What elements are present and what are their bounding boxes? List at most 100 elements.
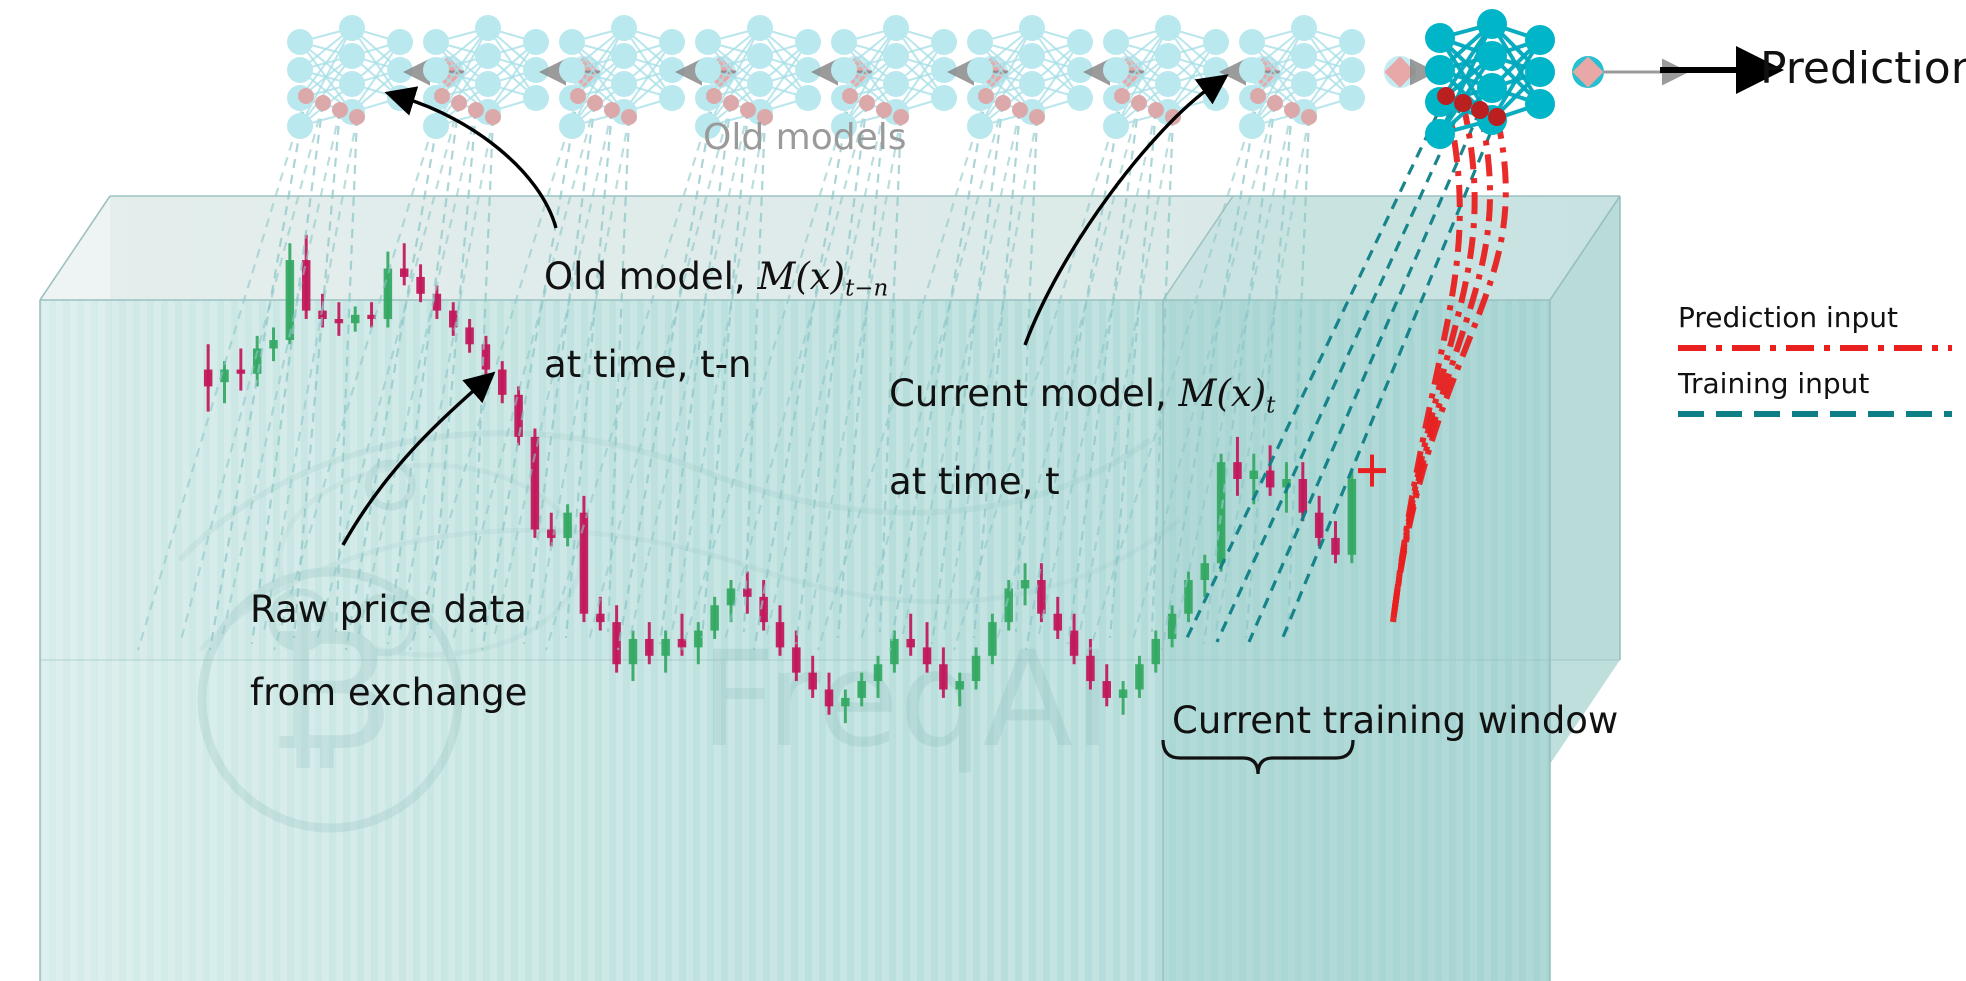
net-edge: [1251, 27, 1305, 127]
svg-text:FreqAI: FreqAI: [700, 623, 1112, 777]
old-input-node: [757, 109, 773, 125]
old-model-node: [883, 15, 909, 41]
net-edge: [571, 27, 625, 127]
old-model-node: [387, 29, 413, 55]
candle-body: [1151, 638, 1161, 665]
old-training-input-line: [356, 109, 478, 639]
candle-body: [399, 268, 409, 277]
candle-body: [922, 647, 932, 665]
old-training-input-line: [628, 109, 750, 639]
current-model-node: [1425, 23, 1455, 53]
old-model-node: [287, 113, 313, 139]
raw-price-annotation-arrow: [341, 371, 496, 546]
old-model-node: [659, 29, 685, 55]
old-model-node: [883, 71, 909, 97]
old-training-input-line: [888, 95, 988, 651]
old-training-input-line: [836, 109, 886, 639]
old-model-node: [1239, 57, 1265, 83]
svg-text:₿: ₿: [267, 591, 393, 789]
candle-body: [596, 613, 605, 623]
net-edge: [843, 27, 897, 99]
net-edge: [1490, 38, 1542, 122]
old-model-node: [523, 85, 549, 111]
net-edge: [1115, 27, 1169, 99]
candle-body: [955, 681, 964, 690]
candle-body: [579, 512, 589, 614]
net-edge: [1031, 41, 1081, 113]
old-training-input-line: [1088, 95, 1260, 651]
old-model-node: [695, 113, 721, 139]
old-model-node: [1155, 71, 1181, 97]
candle-body: [645, 638, 654, 656]
candle-body: [350, 314, 360, 324]
old-training-input-line: [522, 102, 597, 645]
candle-body: [1004, 588, 1013, 623]
old-input-node: [570, 88, 586, 104]
old-training-input-line: [398, 116, 495, 633]
current-input-node: [1488, 108, 1506, 126]
old-model-node: [1019, 71, 1045, 97]
old-training-input-line: [220, 109, 342, 639]
old-model-node: [339, 15, 365, 41]
box-right-face: [1550, 196, 1620, 764]
candle-body: [1347, 479, 1357, 555]
old-model-node: [831, 113, 857, 139]
candle-body: [939, 664, 948, 690]
net-edge: [1251, 55, 1305, 127]
net-edge: [759, 41, 809, 113]
candle-body: [252, 348, 262, 374]
old-training-input-line: [1024, 95, 1124, 651]
net-edge: [843, 27, 897, 127]
old-input-node: [621, 109, 637, 125]
old-model-node: [523, 29, 549, 55]
candle-body: [416, 276, 425, 294]
candle-body: [432, 293, 442, 311]
old-input-node: [978, 88, 994, 104]
candle-body: [841, 697, 850, 707]
old-training-input-line: [1244, 109, 1294, 639]
candle-body: [547, 529, 556, 538]
old-training-input-line: [942, 116, 1039, 633]
old-model-node: [611, 15, 637, 41]
old-model-node: [967, 57, 993, 83]
old-model-node: [1067, 29, 1093, 55]
old-input-node: [1012, 102, 1028, 118]
old-training-input-line: [616, 95, 716, 651]
old-model-node: [883, 43, 909, 69]
old-model-node: [747, 15, 773, 41]
current-model-annotation: Current model, M(x)t at time, t: [842, 332, 1275, 544]
current-model-text-line1: Current model,: [889, 372, 1179, 416]
old-training-input-line: [752, 95, 852, 651]
old-model-node: [423, 57, 449, 83]
candle-body: [236, 369, 246, 374]
old-training-input-line: [1066, 102, 1141, 645]
model-chain: [287, 9, 1689, 149]
candle-body: [465, 327, 474, 345]
old-model-node: [1103, 113, 1129, 139]
candle-body: [220, 369, 229, 383]
old-training-input-line: [314, 102, 461, 645]
old-training-input-line: [564, 109, 614, 639]
candle-body: [269, 340, 278, 349]
net-edge: [435, 27, 489, 127]
old-training-input-line: [428, 109, 478, 639]
current-model-node: [1477, 9, 1507, 39]
old-model-node: [559, 29, 585, 55]
old-training-input-line: [544, 95, 716, 651]
old-training-input-line: [670, 116, 767, 633]
old-model-math-base: M: [757, 255, 796, 299]
old-input-node: [1301, 109, 1317, 125]
old-training-input-line: [292, 109, 342, 639]
old-model-node: [287, 57, 313, 83]
net-edge: [843, 55, 897, 127]
current-model-node: [1525, 89, 1555, 119]
old-model-node: [1291, 71, 1317, 97]
old-input-node: [706, 88, 722, 104]
old-training-input-line: [764, 109, 886, 639]
net-edge: [299, 55, 353, 127]
old-input-node: [1267, 95, 1283, 111]
candle-body: [612, 622, 621, 665]
old-training-input-line: [742, 116, 767, 633]
current-model-annotation-arrow: [1023, 74, 1229, 346]
